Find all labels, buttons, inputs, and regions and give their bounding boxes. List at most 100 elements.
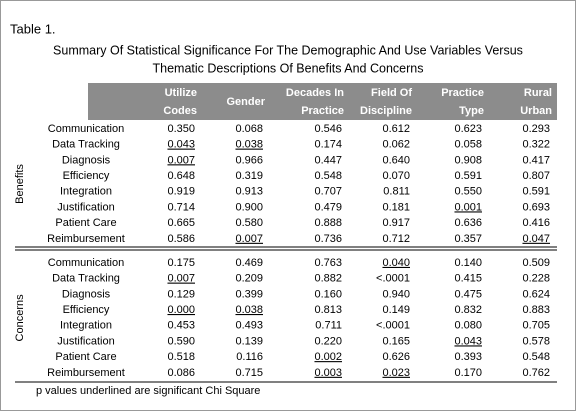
cell-value: 0.174 — [314, 139, 342, 151]
cell-value: 0.917 — [382, 217, 410, 229]
row-label: Integration — [60, 320, 112, 332]
cell-value: 0.043 — [167, 139, 195, 151]
cell-value: 0.762 — [522, 367, 550, 379]
cell-value: 0.882 — [314, 273, 342, 285]
group-label: Concerns — [14, 294, 26, 342]
cell-value: 0.447 — [314, 154, 342, 166]
row-label: Justification — [57, 335, 114, 347]
cell-value: 0.165 — [382, 335, 410, 347]
cell-value: 0.001 — [454, 201, 482, 213]
column-header: Practice — [301, 105, 344, 117]
row-label: Reimbursement — [47, 367, 125, 379]
cell-value: 0.038 — [235, 304, 263, 316]
cell-value: 0.007 — [235, 233, 263, 245]
cell-value: 0.888 — [314, 217, 342, 229]
cell-value: 0.116 — [236, 351, 263, 363]
cell-value: <.0001 — [376, 320, 410, 332]
cell-value: 0.322 — [522, 139, 550, 151]
cell-value: 0.736 — [314, 233, 342, 245]
cell-value: 0.707 — [314, 186, 342, 198]
row-label: Patient Care — [55, 351, 116, 363]
cell-value: 0.900 — [235, 201, 263, 213]
cell-value: <.0001 — [376, 273, 410, 285]
cell-value: 0.548 — [522, 351, 550, 363]
column-header: Urban — [520, 105, 552, 117]
cell-value: 0.479 — [314, 201, 342, 213]
row-label: Reimbursement — [47, 233, 125, 245]
cell-value: 0.469 — [235, 257, 263, 269]
cell-value: 0.068 — [235, 123, 263, 135]
cell-value: 0.612 — [382, 123, 410, 135]
cell-value: 0.550 — [454, 186, 482, 198]
cell-value: 0.140 — [454, 257, 482, 269]
cell-value: 0.070 — [382, 170, 410, 182]
row-label: Data Tracking — [52, 273, 120, 285]
row-label: Integration — [60, 186, 112, 198]
cell-value: 0.416 — [522, 217, 550, 229]
cell-value: 0.047 — [522, 233, 550, 245]
table-title: Table 1. — [10, 21, 56, 36]
column-header: Discipline — [360, 105, 412, 117]
cell-value: 0.518 — [167, 351, 195, 363]
row-label: Diagnosis — [62, 288, 111, 300]
row-label: Justification — [57, 201, 114, 213]
cell-value: 0.591 — [522, 186, 550, 198]
cell-value: 0.714 — [167, 201, 195, 213]
cell-value: 0.475 — [454, 288, 482, 300]
cell-value: 0.149 — [382, 304, 410, 316]
cell-value: 0.160 — [314, 288, 342, 300]
row-label: Communication — [48, 123, 124, 135]
column-header: Gender — [226, 96, 265, 108]
cell-value: 0.715 — [235, 367, 263, 379]
cell-value: 0.590 — [167, 335, 195, 347]
cell-value: 0.693 — [522, 201, 550, 213]
cell-value: 0.763 — [314, 257, 342, 269]
cell-value: 0.648 — [167, 170, 195, 182]
cell-value: 0.626 — [382, 351, 410, 363]
cell-value: 0.293 — [522, 123, 550, 135]
cell-value: 0.580 — [235, 217, 263, 229]
cell-value: 0.170 — [454, 367, 482, 379]
cell-value: 0.086 — [167, 367, 195, 379]
footnote: p values underlined are significant Chi … — [36, 385, 260, 397]
row-label: Diagnosis — [62, 154, 111, 166]
cell-value: 0.705 — [522, 320, 550, 332]
cell-value: 0.586 — [167, 233, 195, 245]
cell-value: 0.058 — [454, 139, 482, 151]
cell-value: 0.319 — [235, 170, 263, 182]
cell-value: 0.181 — [382, 201, 410, 213]
column-header: Field Of — [371, 87, 412, 99]
cell-value: 0.832 — [454, 304, 482, 316]
column-header: Practice — [441, 87, 484, 99]
cell-value: 0.129 — [167, 288, 195, 300]
cell-value: 0.002 — [314, 351, 342, 363]
cell-value: 0.000 — [167, 304, 195, 316]
cell-value: 0.509 — [522, 257, 550, 269]
cell-value: 0.415 — [454, 273, 482, 285]
cell-value: 0.003 — [314, 367, 342, 379]
cell-value: 0.023 — [382, 367, 410, 379]
cell-value: 0.453 — [167, 320, 195, 332]
row-label: Patient Care — [55, 217, 116, 229]
cell-value: 0.399 — [235, 288, 263, 300]
cell-value: 0.007 — [167, 154, 195, 166]
cell-value: 0.811 — [383, 186, 410, 198]
cell-value: 0.711 — [315, 320, 342, 332]
cell-value: 0.228 — [522, 273, 550, 285]
cell-value: 0.966 — [235, 154, 263, 166]
column-header: Type — [459, 105, 484, 117]
cell-value: 0.493 — [235, 320, 263, 332]
cell-value: 0.062 — [382, 139, 410, 151]
cell-value: 0.913 — [235, 186, 263, 198]
cell-value: 0.357 — [454, 233, 482, 245]
cell-value: 0.640 — [382, 154, 410, 166]
cell-value: 0.665 — [167, 217, 195, 229]
cell-value: 0.043 — [454, 335, 482, 347]
row-label: Efficiency — [63, 170, 110, 182]
cell-value: 0.940 — [382, 288, 410, 300]
cell-value: 0.350 — [167, 123, 195, 135]
column-header: Decades In — [286, 87, 344, 99]
cell-value: 0.908 — [454, 154, 482, 166]
cell-value: 0.591 — [454, 170, 482, 182]
